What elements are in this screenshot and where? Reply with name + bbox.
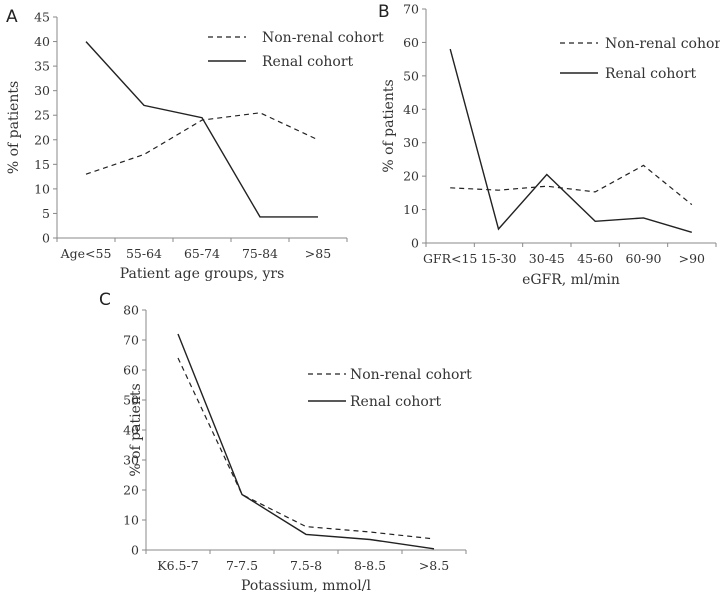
y-tick-label: 30 — [123, 453, 139, 468]
x-tick-label: K6.5-7 — [157, 558, 198, 573]
legend-label-renal: Renal cohort — [605, 66, 697, 82]
x-tick-label: 8-8.5 — [354, 558, 386, 573]
x-tick-label: 65-74 — [184, 246, 220, 261]
y-tick-label: 60 — [403, 35, 419, 50]
y-tick-label: 30 — [34, 83, 50, 98]
series-line-non-renal — [85, 112, 319, 175]
x-axis-title: eGFR, ml/min — [522, 272, 620, 288]
x-tick-label: >90 — [679, 251, 705, 266]
y-tick-label: 40 — [123, 423, 139, 438]
y-tick-label: 5 — [42, 206, 50, 221]
y-tick-label: 10 — [34, 181, 50, 196]
x-tick-label: 55-64 — [126, 246, 162, 261]
panel-letter: B — [378, 2, 390, 22]
y-tick-label: 20 — [34, 132, 50, 147]
series-line-renal — [449, 48, 692, 233]
series-line-non-renal — [177, 357, 435, 540]
x-axis-title: Potassium, mmol/l — [241, 578, 371, 594]
series-line-non-renal — [450, 164, 693, 206]
y-tick-label: 70 — [403, 2, 419, 17]
y-tick-label: 80 — [123, 303, 139, 318]
y-tick-label: 20 — [403, 169, 419, 184]
panel-c: C 0 10 20 30 40 50 60 70 80 K6.5-7 7-7.5 7.5-8 8-8.5 >… — [99, 290, 472, 594]
x-axis-title: Patient age groups, yrs — [120, 266, 285, 282]
y-tick-label: 70 — [123, 333, 139, 348]
x-tick-label: 75-84 — [242, 246, 278, 261]
y-tick-label: 35 — [34, 59, 50, 74]
y-axis-title: % of patients — [6, 81, 22, 174]
x-tick-label: 30-45 — [529, 251, 565, 266]
x-tick-label: 45-60 — [577, 251, 613, 266]
panel-letter: A — [6, 7, 18, 27]
x-tick-label: 7-7.5 — [226, 558, 258, 573]
x-tick-label: 15-30 — [480, 251, 516, 266]
y-tick-label: 0 — [42, 231, 50, 246]
series-line-renal — [177, 333, 435, 550]
x-tick-label: 60-90 — [625, 251, 661, 266]
y-axis-title: % of patients — [381, 79, 397, 172]
x-tick-label: Age<55 — [60, 246, 112, 261]
x-tick-label: >85 — [305, 246, 331, 261]
y-tick-label: 0 — [411, 236, 419, 251]
legend-label-non-renal: Non-renal cohort — [262, 30, 384, 46]
y-tick-label: 10 — [403, 202, 419, 217]
y-tick-label: 0 — [131, 543, 139, 558]
x-tick-label: 7.5-8 — [290, 558, 322, 573]
legend-label-renal: Renal cohort — [262, 54, 354, 70]
y-tick-label: 25 — [34, 108, 50, 123]
y-tick-label: 45 — [34, 10, 50, 25]
series-line-renal — [85, 41, 318, 218]
panel-a: A 0 5 10 15 20 25 30 35 40 45 Age<55 55-64 65-74 75-84… — [6, 7, 384, 282]
panel-b: B 0 10 20 30 40 50 60 70 GFR<15 15-30 30-45 45-60 60-… — [378, 2, 720, 289]
y-tick-label: 50 — [403, 68, 419, 83]
x-tick-label: GFR<15 — [423, 251, 477, 266]
legend-label-renal: Renal cohort — [350, 394, 442, 410]
y-tick-label: 15 — [34, 157, 50, 172]
y-tick-label: 30 — [403, 135, 419, 150]
y-tick-label: 50 — [123, 393, 139, 408]
y-tick-label: 40 — [403, 102, 419, 117]
y-tick-label: 20 — [123, 483, 139, 498]
y-axis-title: % of patients — [128, 383, 144, 476]
x-tick-label: >8.5 — [419, 558, 449, 573]
y-tick-label: 60 — [123, 363, 139, 378]
y-tick-label: 10 — [123, 513, 139, 528]
panel-letter: C — [99, 290, 111, 310]
legend-label-non-renal: Non-renal cohort — [350, 367, 472, 383]
y-tick-label: 40 — [34, 34, 50, 49]
legend-label-non-renal: Non-renal cohort — [605, 36, 720, 52]
